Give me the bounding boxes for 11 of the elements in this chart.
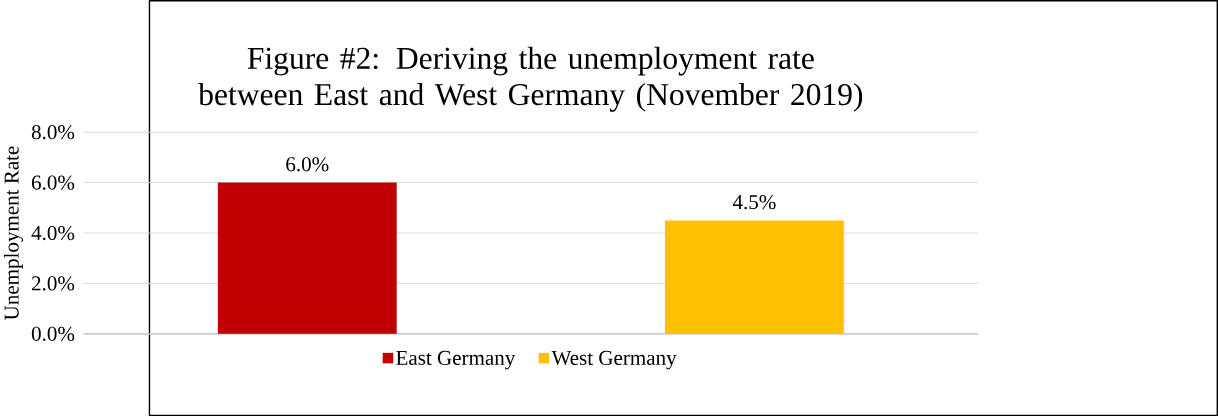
y-tick-label: 8.0%: [31, 125, 75, 140]
y-tick-label: 6.0%: [31, 175, 75, 190]
legend-label: West Germany: [551, 350, 677, 370]
y-tick-label: 4.0%: [31, 225, 75, 241]
y-tick-label: 0.0%: [31, 326, 75, 341]
data-label: 4.5%: [732, 194, 776, 210]
y-tick-label: 2.0%: [31, 276, 75, 291]
chart-title: Figure #2: Deriving the unemployment rate between East and West Germany (November 2019): [198, 46, 863, 112]
data-label: 6.0%: [286, 157, 329, 172]
y-axis-title: Unemployment Rate: [3, 146, 24, 320]
legend-label: East Germany: [396, 350, 516, 370]
